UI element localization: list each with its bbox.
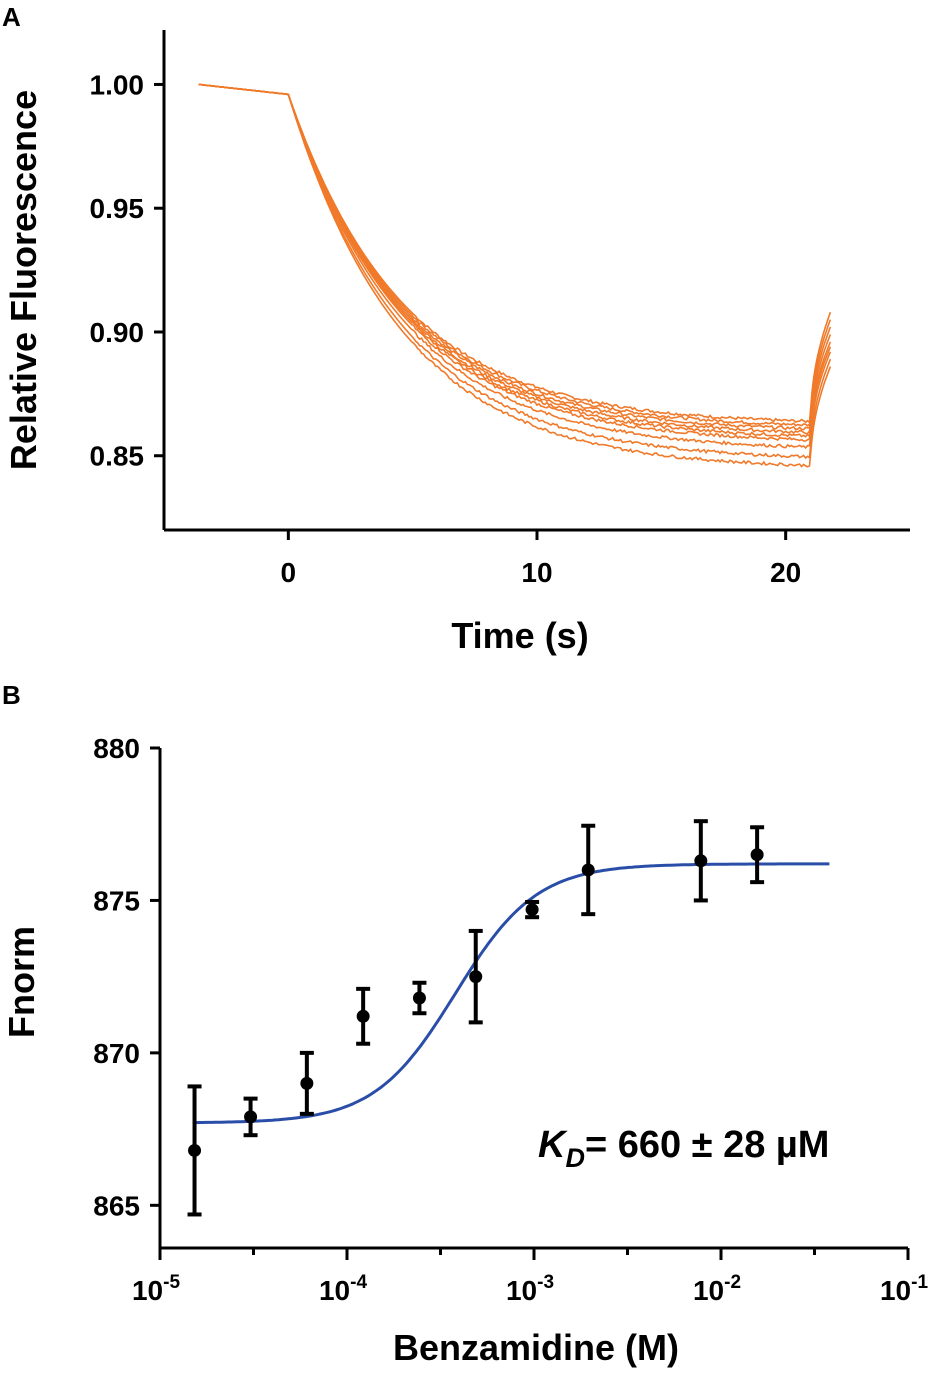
chart-b-data-point (412, 991, 426, 1005)
chart-a-x-tick-label: 10 (521, 557, 552, 588)
chart-a-trace-9 (198, 83, 832, 468)
chart-b-fit (192, 862, 830, 1125)
chart-a-x-tick-label: 0 (281, 557, 297, 588)
chart-b-x-tick-base: 10 (880, 1275, 911, 1306)
chart-b-point-group (750, 825, 765, 885)
chart-b-x-ticks: 10-5 10-4 10-3 10-2 10-1 (132, 1248, 928, 1306)
chart-b-point-group (243, 1096, 258, 1138)
panel-a-label: A (2, 2, 21, 32)
chart-b-y-tick-label: 865 (93, 1190, 140, 1221)
chart-b-point-group (525, 899, 540, 920)
chart-b-x-tick-exponent: -3 (537, 1272, 554, 1293)
chart-b-x-axis-title: Benzamidine (M) (393, 1327, 679, 1368)
chart-a-y-tick-label: 1.00 (90, 69, 145, 100)
chart-b-x-tick-exponent: -4 (350, 1272, 367, 1293)
chart-b-data-point (750, 848, 764, 862)
chart-b-x-tick-label: 10-3 (506, 1272, 554, 1306)
chart-b-data-point (581, 863, 595, 877)
chart-a-trace-4 (198, 83, 832, 435)
chart-b-y-tick-label: 875 (93, 885, 140, 916)
chart-b-x-tick-label: 10-4 (319, 1272, 367, 1306)
chart-a-y-axis-title: Relative Fluorescence (3, 90, 44, 470)
chart-b-point-group (356, 986, 371, 1046)
chart-b-data-point (525, 903, 539, 917)
chart-a-trace-1 (198, 83, 832, 424)
chart-b-x-tick-base: 10 (693, 1275, 724, 1306)
chart-b-y-tick-label: 870 (93, 1038, 140, 1069)
kd-value: = 660 ± 28 µM (585, 1124, 830, 1166)
chart-a-x-ticks: 0 10 20 (281, 530, 801, 588)
chart-b-data-point (244, 1110, 258, 1124)
chart-a-y-tick-label: 0.95 (90, 193, 145, 224)
chart-b-point-group (412, 980, 427, 1016)
chart-b-x-tick-exponent: -2 (724, 1272, 741, 1293)
chart-b-point-group (299, 1050, 314, 1116)
chart-b-data-point (469, 970, 483, 984)
chart-b-fit-curve (192, 862, 830, 1125)
chart-b-x-tick-exponent: -1 (911, 1272, 928, 1293)
panel-b-label: B (2, 680, 21, 710)
chart-b-data-point (356, 1009, 370, 1023)
chart-a-trace-7 (198, 83, 832, 450)
chart-a-trace-2 (198, 83, 832, 427)
chart-b-x-tick-base: 10 (132, 1275, 163, 1306)
chart-b-data-point (188, 1143, 202, 1157)
chart-a: 0.85 0.90 0.95 1.00 0 10 20 Relative Fluoresc… (3, 30, 910, 656)
chart-b-data-point (694, 854, 708, 868)
kd-symbol: K (538, 1124, 568, 1166)
chart-a-x-tick-label: 20 (770, 557, 801, 588)
chart-b-point-group (693, 819, 708, 903)
chart-b-x-tick-base: 10 (506, 1275, 537, 1306)
chart-a-trace-5 (198, 83, 832, 438)
chart-b-y-axis-title: Fnorm (1, 926, 42, 1038)
chart-b-x-tick-base: 10 (319, 1275, 350, 1306)
chart-a-y-tick-label: 0.90 (90, 317, 145, 348)
chart-b-y-ticks: 865 870 875 880 (93, 733, 160, 1221)
chart-b-point-group (581, 823, 596, 917)
chart-b-points (187, 819, 765, 1217)
kd-subscript: D (565, 1143, 585, 1173)
chart-a-y-tick-label: 0.85 (90, 441, 145, 472)
chart-b-x-tick-label: 10-1 (880, 1272, 928, 1306)
chart-a-traces (198, 83, 832, 468)
chart-b-x-tick-label: 10-2 (693, 1272, 741, 1306)
chart-b-y-tick-label: 880 (93, 733, 140, 764)
chart-b-data-point (300, 1076, 314, 1090)
chart-a-y-ticks: 0.85 0.90 0.95 1.00 (90, 69, 164, 472)
chart-b-x-tick-exponent: -5 (163, 1272, 180, 1293)
chart-b-point-group (468, 928, 483, 1025)
kd-annotation: KD= 660 ± 28 µM (538, 1124, 829, 1173)
chart-b-x-tick-label: 10-5 (132, 1272, 180, 1306)
chart-a-x-axis-title: Time (s) (451, 615, 588, 656)
chart-b-point-group (187, 1084, 202, 1217)
